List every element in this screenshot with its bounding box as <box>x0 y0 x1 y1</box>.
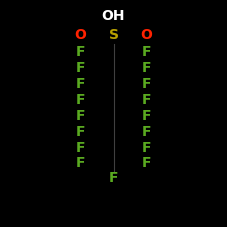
Text: F: F <box>76 45 85 59</box>
Text: F: F <box>142 61 151 75</box>
Text: F: F <box>76 61 85 75</box>
Text: F: F <box>142 156 151 170</box>
Text: F: F <box>142 93 151 107</box>
Text: O: O <box>141 28 152 42</box>
Text: O: O <box>75 28 86 42</box>
Text: S: S <box>109 28 118 42</box>
Text: F: F <box>142 109 151 123</box>
Text: F: F <box>76 125 85 139</box>
Text: F: F <box>142 45 151 59</box>
Text: OH: OH <box>102 9 125 23</box>
Text: F: F <box>76 156 85 170</box>
Text: F: F <box>142 125 151 139</box>
Text: F: F <box>76 109 85 123</box>
Text: F: F <box>142 141 151 155</box>
Text: F: F <box>142 77 151 91</box>
Text: F: F <box>76 93 85 107</box>
Text: F: F <box>109 171 118 185</box>
Text: F: F <box>76 77 85 91</box>
Text: F: F <box>76 141 85 155</box>
